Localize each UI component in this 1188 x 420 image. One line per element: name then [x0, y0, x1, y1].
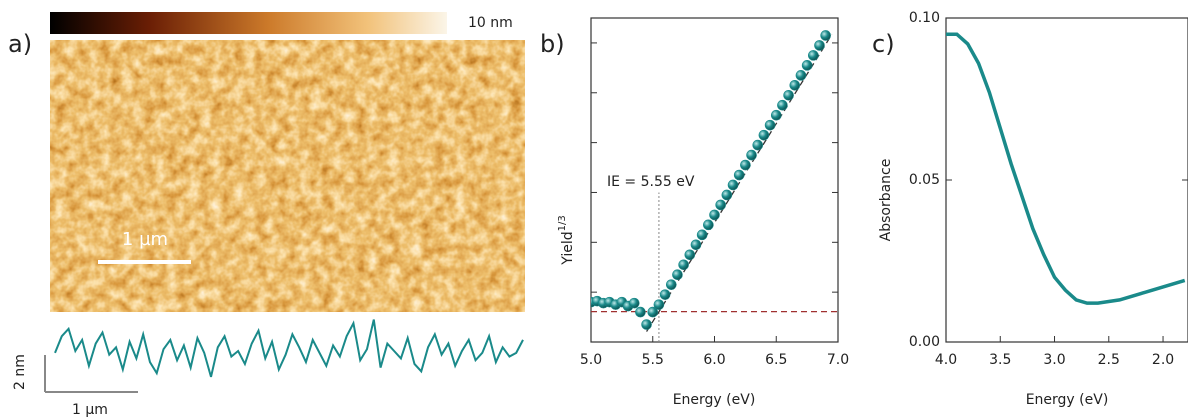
plot: 4.0 3.5 3.0 2.5 2.0 0.00 0.05 0.10 [909, 10, 1188, 368]
data-point [814, 40, 825, 51]
x-tick-label: 7.0 [827, 352, 849, 368]
x-axis-label: Energy (eV) [673, 392, 756, 408]
data-point [746, 149, 757, 161]
data-point [641, 319, 652, 330]
data-point [715, 199, 726, 211]
panel-label: a) [8, 30, 32, 58]
annotation: IE = 5.55 eV [607, 174, 695, 190]
afm-image [50, 40, 525, 312]
data-point [783, 89, 794, 101]
data-point [709, 209, 720, 221]
height-profile [54, 319, 524, 378]
panel-c: c) Absorbance Energy (eV) [872, 30, 1108, 408]
x-tick-label: 5.5 [642, 352, 664, 368]
profile-scale-x-label: 1 µm [72, 402, 108, 418]
x-tick-label: 3.0 [1043, 352, 1065, 368]
data-point [659, 289, 671, 300]
fit-line [646, 34, 833, 332]
x-tick-label: 6.5 [765, 352, 787, 368]
data-point [635, 306, 646, 318]
data-point [647, 306, 659, 318]
data-point [696, 229, 708, 241]
data-point [703, 219, 714, 231]
x-tick-label: 5.0 [580, 352, 602, 368]
panel-a: a) 10 nm 1 µm 2 nm 1 µm [8, 12, 525, 418]
data-point [758, 129, 770, 141]
scale-bar-label: 1 µm [122, 229, 168, 250]
y-tick-label: 0.05 [909, 172, 940, 188]
x-tick-label: 3.5 [989, 352, 1011, 368]
colorbar [50, 12, 447, 34]
plot: 5.0 5.5 6.0 6.5 7.0 [580, 17, 849, 368]
data-point [665, 279, 677, 290]
data-point [770, 109, 782, 121]
y-axis-label: Absorbance [878, 159, 894, 242]
data-point [684, 249, 696, 261]
data-point [807, 50, 819, 61]
profile-scale-y-label: 2 nm [12, 354, 28, 390]
panel-label: c) [872, 30, 895, 58]
data-point [628, 297, 640, 309]
data-point [678, 259, 689, 271]
data-point [690, 239, 702, 251]
y-tick-label: 0.00 [909, 334, 940, 350]
data-point [653, 299, 665, 310]
x-tick-label: 2.0 [1152, 352, 1174, 368]
y-tick-label: 0.10 [909, 10, 940, 26]
x-axis-label: Energy (eV) [1026, 392, 1109, 408]
data-point [721, 189, 733, 201]
plot-area [591, 30, 838, 342]
data-point [795, 70, 807, 81]
data-point [801, 60, 813, 71]
panel-label: b) [540, 30, 565, 58]
data-point [820, 30, 831, 41]
data-point [752, 139, 764, 151]
colorbar-label: 10 nm [468, 15, 513, 31]
data-point [672, 269, 683, 281]
data-point [733, 169, 745, 181]
y-axis-label-text: Yield [560, 231, 576, 265]
data-point [777, 99, 788, 111]
data-point [764, 119, 776, 131]
x-tick-label: 4.0 [935, 352, 957, 368]
data-line [946, 32, 1186, 305]
x-tick-label: 6.0 [703, 352, 725, 368]
panel-b: b) Yield1/3 Energy (eV) IE = 5.55 eV [540, 30, 755, 408]
data-point [727, 179, 739, 191]
data-point [740, 159, 751, 171]
data-point [789, 79, 801, 91]
y-axis-label-sup: 1/3 [557, 215, 568, 231]
plot-area [946, 32, 1186, 305]
y-axis-label: Yield1/3 [557, 215, 576, 265]
x-tick-label: 2.5 [1098, 352, 1120, 368]
